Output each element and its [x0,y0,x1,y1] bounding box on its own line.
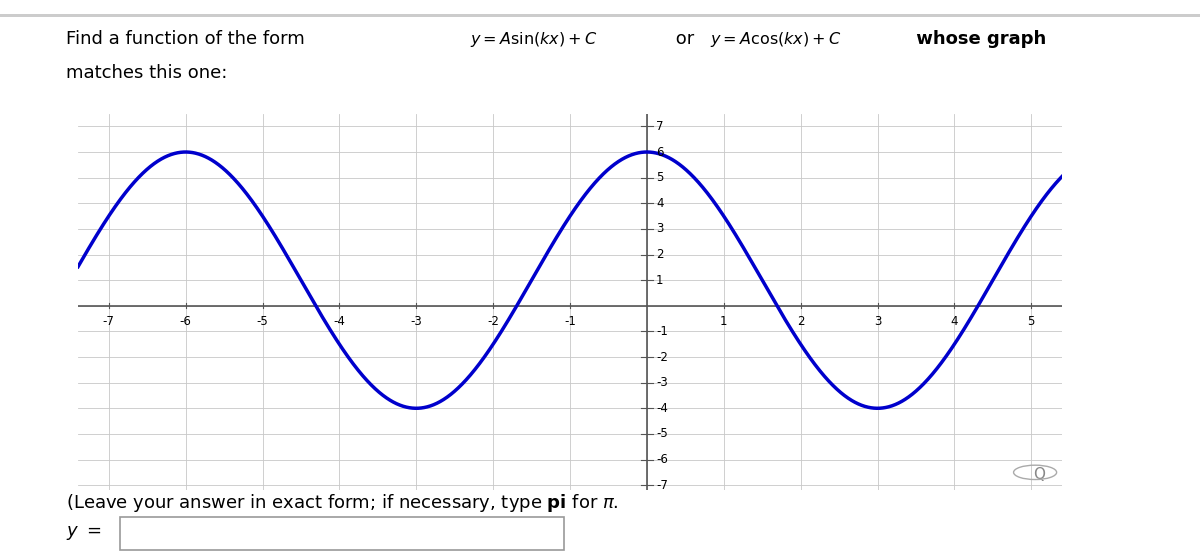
Text: -7: -7 [656,479,668,491]
Text: -5: -5 [656,427,668,440]
Text: 1: 1 [720,315,727,328]
Text: 2: 2 [656,248,664,261]
Text: 7: 7 [656,120,664,133]
Text: 4: 4 [950,315,958,328]
Text: -1: -1 [656,325,668,338]
Text: 3: 3 [656,222,664,235]
Text: -3: -3 [656,376,668,389]
Text: -6: -6 [180,315,192,328]
Text: 1: 1 [656,274,664,286]
Text: -6: -6 [656,453,668,466]
Text: $y\ =$: $y\ =$ [66,524,102,542]
Text: Find a function of the form: Find a function of the form [66,30,311,48]
Text: 6: 6 [656,146,664,158]
Text: -1: -1 [564,315,576,328]
Text: or: or [670,30,700,48]
Text: 3: 3 [874,315,881,328]
Text: 5: 5 [656,171,664,184]
Text: -4: -4 [334,315,346,328]
Text: 4: 4 [656,197,664,210]
Text: $y = A\sin(kx) + C$: $y = A\sin(kx) + C$ [470,30,598,49]
Text: $y = A\cos(kx) + C$: $y = A\cos(kx) + C$ [710,30,841,49]
Text: -4: -4 [656,402,668,415]
Text: matches this one:: matches this one: [66,64,227,81]
Text: -7: -7 [103,315,115,328]
Text: (Leave your answer in exact form; if necessary, type $\mathbf{pi}$ for $\pi$.: (Leave your answer in exact form; if nec… [66,492,619,514]
Text: -3: -3 [410,315,422,328]
Text: -2: -2 [656,351,668,363]
Text: 5: 5 [1027,315,1034,328]
Text: Q: Q [1033,468,1045,483]
Text: whose graph: whose graph [910,30,1046,48]
Text: -5: -5 [257,315,269,328]
Text: -2: -2 [487,315,499,328]
Text: 2: 2 [797,315,804,328]
